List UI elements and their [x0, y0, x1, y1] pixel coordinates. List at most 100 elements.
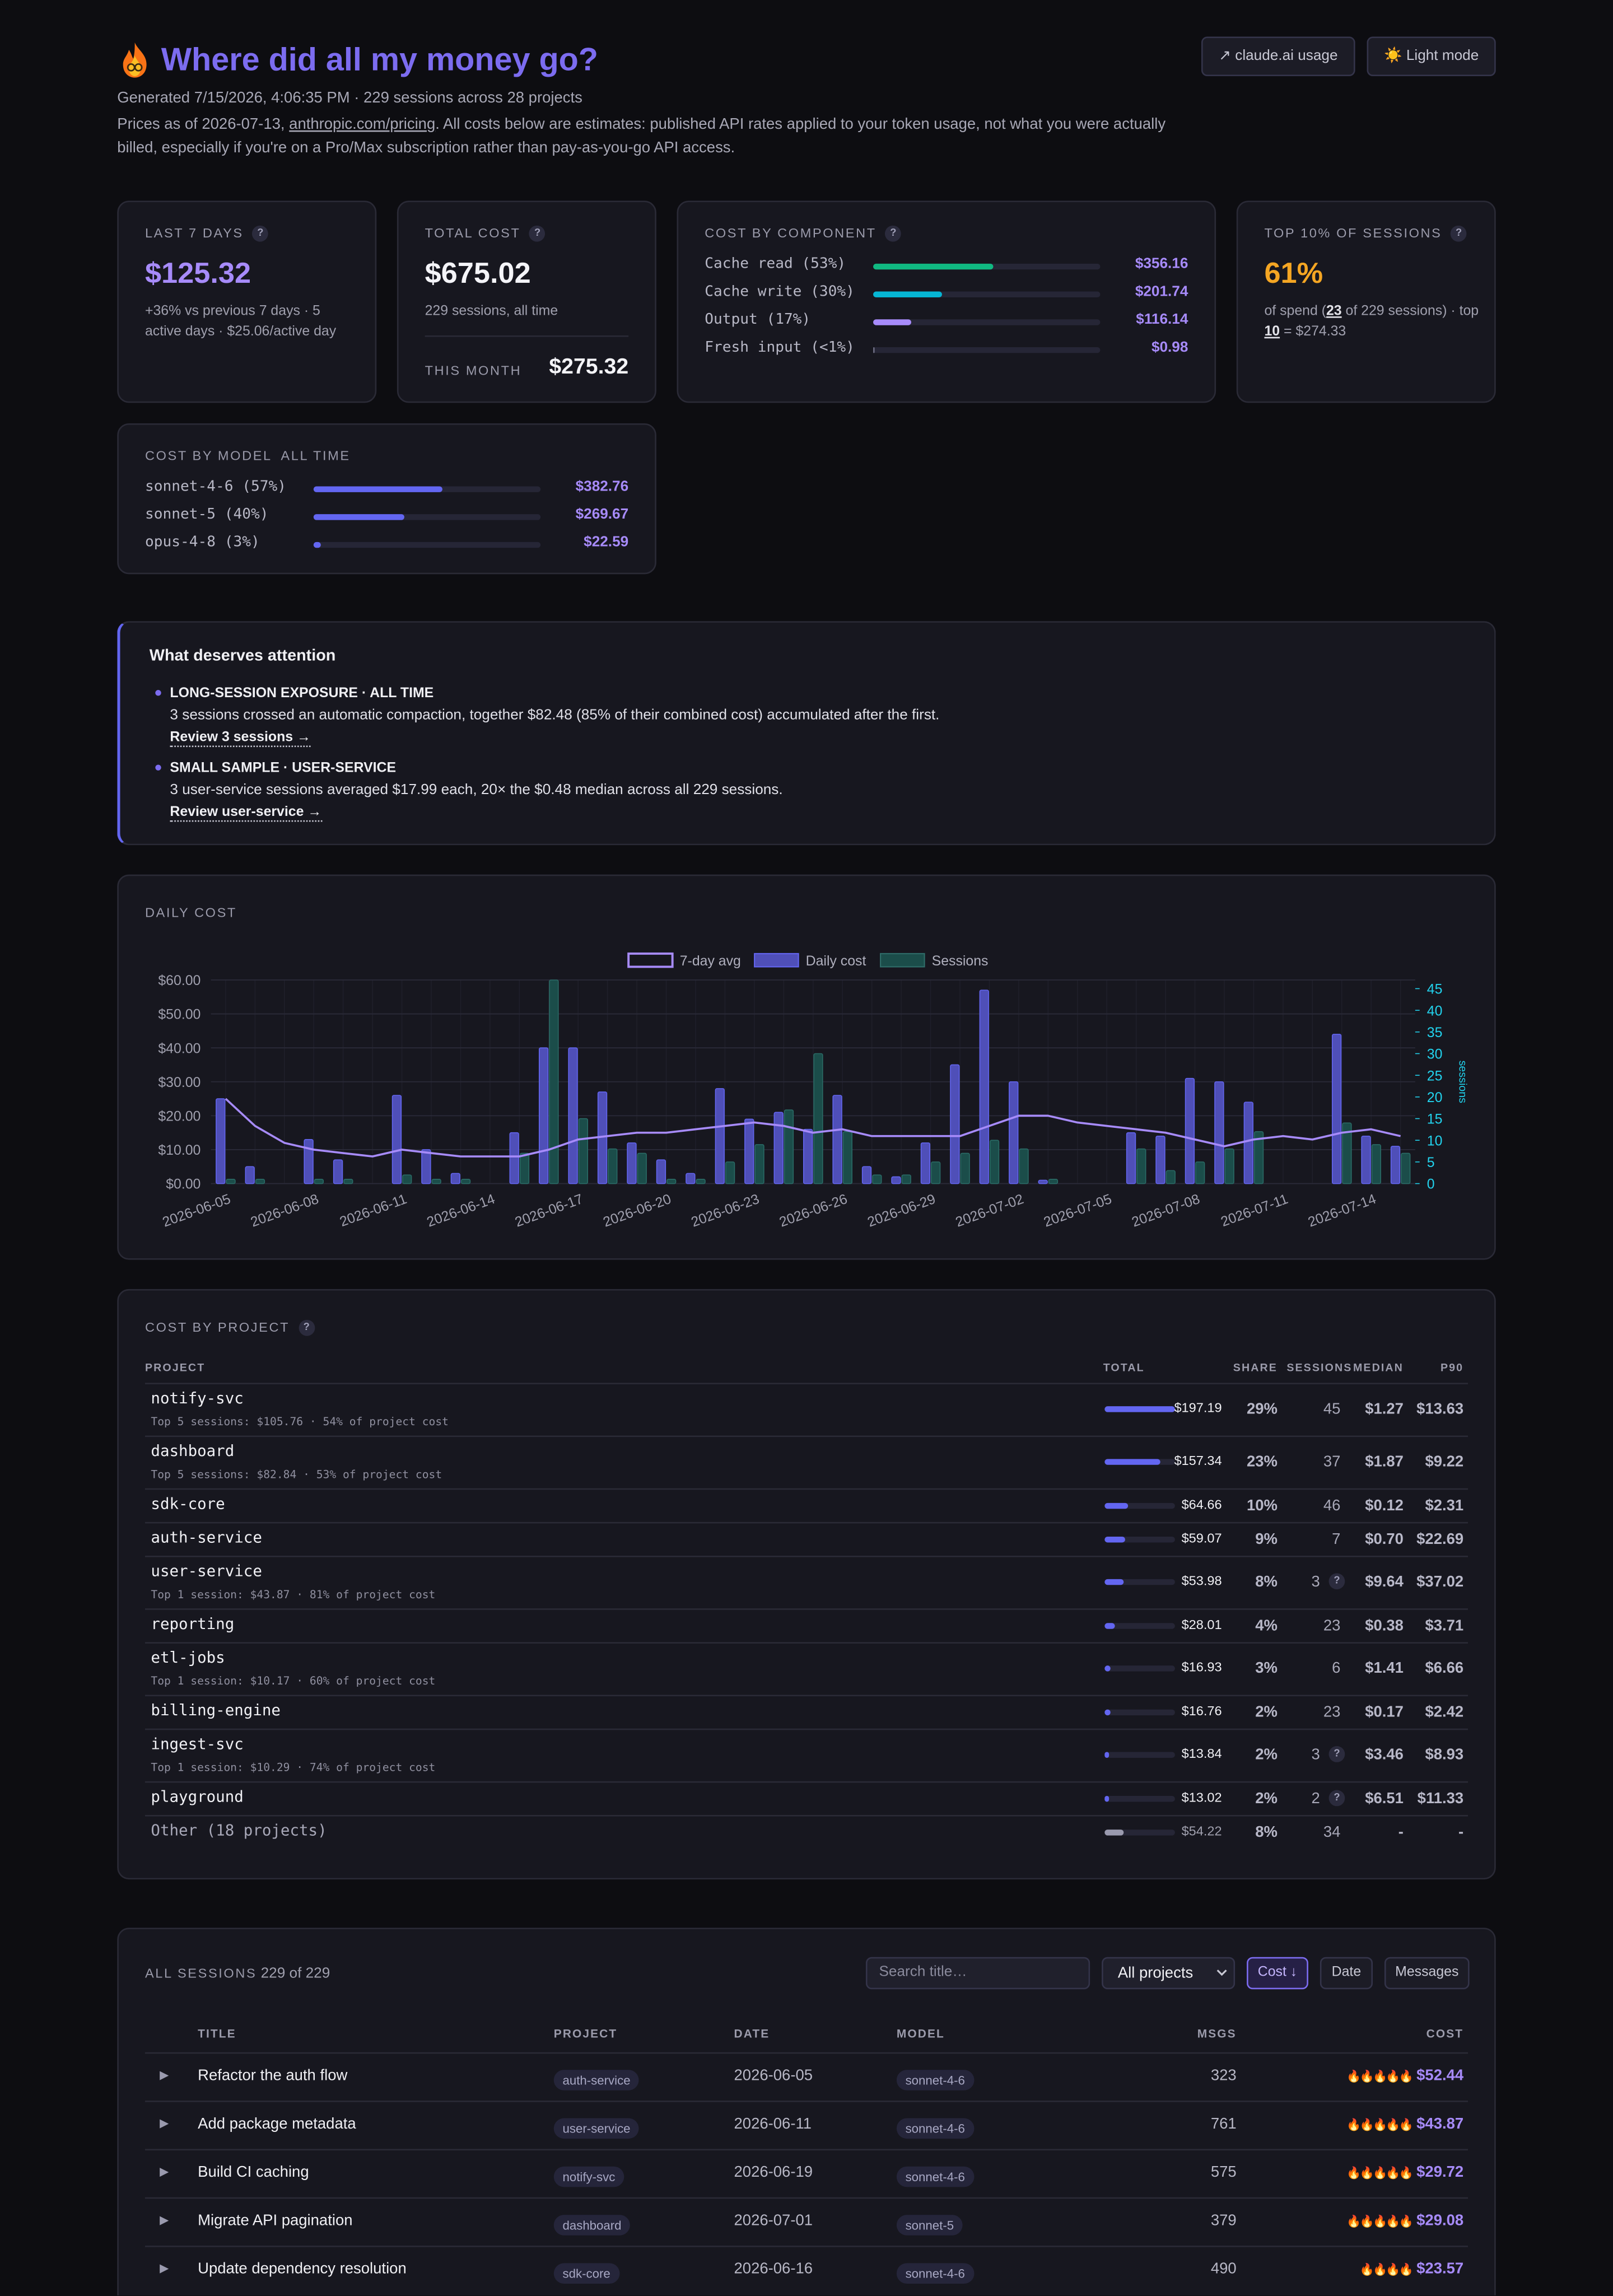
item-link[interactable]: Review user-service → [170, 804, 322, 822]
session-date: 2026-06-16 [734, 2260, 813, 2278]
bullet [155, 764, 161, 771]
card-label: TOTAL COST? [425, 226, 546, 242]
total-value: $13.02 [1181, 1789, 1222, 1804]
text: COST BY PROJECT [144, 1319, 290, 1334]
x-tick-label: 2026-07-08 [1130, 1192, 1202, 1230]
item-heading: SMALL SAMPLE · USER-SERVICE [170, 760, 397, 777]
top[interactable]: 10 [1264, 324, 1280, 340]
help-icon[interactable]: ? [1328, 1789, 1345, 1805]
item-link[interactable]: Review 3 sessions → [170, 730, 311, 748]
cost-bar [1126, 1132, 1136, 1184]
total-track [1104, 1622, 1175, 1628]
p90: $3.71 [1425, 1616, 1464, 1634]
card-value: $125.32 [144, 258, 251, 290]
project-name: reporting [151, 1614, 235, 1633]
project-name: etl-jobs [151, 1649, 225, 1667]
project-sub: Top 1 session: $10.17 · 60% of project c… [151, 1674, 436, 1688]
project-cell: notify-svc [553, 2162, 624, 2188]
text: = $274.33 [1280, 324, 1346, 340]
usage-button[interactable]: ↗ claude.ai usage [1201, 36, 1355, 77]
total-value: $64.66 [1181, 1496, 1222, 1511]
attention-panel: What deserves attention LONG-SESSION EXP… [117, 621, 1496, 846]
bar [313, 514, 404, 520]
total-bar [1104, 1579, 1124, 1585]
sort-button[interactable]: Date [1320, 1957, 1373, 1990]
total-bar [1104, 1665, 1111, 1672]
bar-track [313, 542, 541, 548]
help-icon[interactable]: ? [1328, 1573, 1345, 1590]
total-value: $53.98 [1181, 1573, 1222, 1588]
median: $6.51 [1365, 1789, 1404, 1807]
project-name: sdk-core [151, 1495, 225, 1513]
projects-card: COST BY PROJECT? PROJECT TOTAL SHARE SESSIO… [117, 1289, 1496, 1880]
expand-icon[interactable]: ▶ [160, 2213, 169, 2227]
bar [873, 347, 874, 353]
p90: $6.66 [1425, 1659, 1464, 1678]
chart: $0.00 $10.00 $20.00 $30.00 $40.00 $50.00 $60.0… [158, 952, 1469, 1230]
help-icon[interactable]: ? [1328, 1746, 1345, 1762]
project-cell: user-service [553, 2114, 640, 2140]
session-bar [1048, 1179, 1059, 1184]
cost-bar [1243, 1102, 1253, 1184]
x-tick-label: 2026-06-11 [338, 1192, 409, 1230]
expand-icon[interactable]: ▶ [160, 2116, 169, 2130]
card-label: ALL SESSIONS [144, 1966, 257, 1981]
theme-button[interactable]: ☀️ Light mode [1367, 36, 1496, 77]
cost-bar [1331, 1034, 1342, 1184]
expand-icon[interactable]: ▶ [160, 2261, 169, 2275]
count[interactable]: 23 [1326, 303, 1342, 320]
help-icon[interactable]: ? [252, 226, 269, 242]
sort-button[interactable]: Cost ↓ [1247, 1957, 1308, 1990]
row-divider [144, 1488, 1469, 1490]
p90: $22.69 [1416, 1530, 1464, 1548]
bar-label: Cache write (30%) [705, 284, 855, 301]
y2-tick-label: 35 [1427, 1025, 1443, 1040]
heat: 🔥🔥🔥🔥🔥 [1346, 2166, 1414, 2180]
y2-tick-label: 45 [1427, 982, 1443, 997]
session-cost: $29.72 [1416, 2163, 1464, 2181]
cost-bar [715, 1088, 725, 1184]
bar-value: $269.67 [575, 507, 629, 523]
share: 29% [1247, 1400, 1278, 1418]
text: . All costs below are estimates: publish… [117, 115, 1166, 157]
bar [873, 319, 912, 325]
model-pill: sonnet-4-6 [896, 2263, 974, 2284]
sessions: 6 [1332, 1659, 1341, 1678]
generated: Generated 7/15/2026, 4:06:35 PM · 229 se… [117, 89, 582, 107]
pricing-link[interactable]: anthropic.com/pricing [289, 115, 436, 134]
help-icon[interactable]: ? [529, 226, 546, 242]
session-bar [431, 1179, 441, 1184]
total-bar [1104, 1752, 1110, 1758]
text: COST BY MODEL [144, 448, 272, 463]
sort-button[interactable]: Messages [1384, 1957, 1470, 1990]
project-select[interactable]: All projects [1102, 1957, 1236, 1990]
heat: 🔥🔥🔥🔥🔥 [1346, 2070, 1414, 2083]
total-value: $59.07 [1181, 1530, 1222, 1545]
x-tick-label: 2026-06-20 [601, 1192, 673, 1230]
session-date: 2026-06-05 [734, 2066, 813, 2085]
column-header: DATE [734, 2027, 770, 2041]
total-bar [1104, 1709, 1111, 1715]
sessions: 7 [1332, 1530, 1341, 1548]
session-date: 2026-06-11 [734, 2115, 812, 2133]
expand-icon[interactable]: ▶ [160, 2165, 169, 2178]
project-sub: Top 1 session: $10.29 · 74% of project c… [151, 1761, 436, 1774]
column-header: MSGS [1197, 2027, 1237, 2041]
session-date: 2026-07-01 [734, 2211, 813, 2230]
search-input[interactable]: Search title… [865, 1957, 1090, 1990]
session-bar [842, 1131, 853, 1184]
session-bar [1342, 1122, 1352, 1184]
help-icon[interactable]: ? [1451, 226, 1467, 242]
session-bar [813, 1053, 823, 1184]
cost-bar [627, 1142, 637, 1184]
help-icon[interactable]: ? [885, 226, 902, 242]
session-cost: $29.08 [1416, 2211, 1464, 2230]
total-track [1104, 1795, 1175, 1802]
cost-bar [950, 1064, 960, 1184]
cost-bar [861, 1166, 872, 1184]
y-tick-label: $40.00 [158, 1041, 201, 1056]
session-bar [255, 1179, 265, 1184]
expand-icon[interactable]: ▶ [160, 2068, 169, 2082]
help-icon[interactable]: ? [298, 1320, 315, 1336]
page-title: Where did all my money go? [161, 41, 598, 78]
